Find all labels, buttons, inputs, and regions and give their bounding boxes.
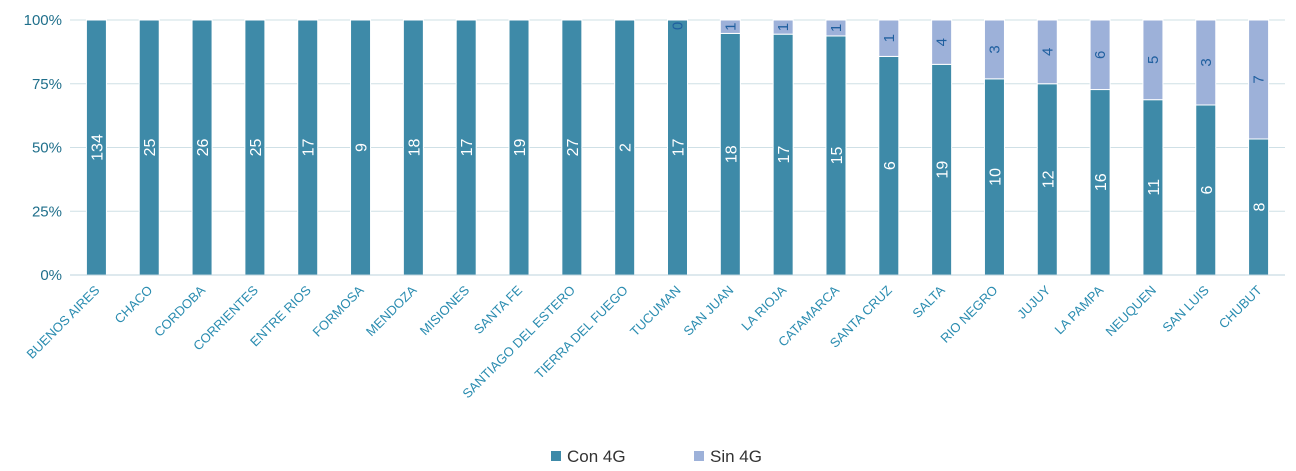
data-label-sin-4g: 4 [1039, 48, 1056, 56]
x-category-label: MENDOZA [363, 282, 420, 339]
data-label-con-4g: 26 [195, 139, 212, 157]
x-category-label: JUJUY [1014, 282, 1053, 321]
bar-sin-4g [931, 19, 953, 65]
data-label-con-4g: 19 [935, 161, 952, 179]
x-category-label: LA PAMPA [1052, 282, 1107, 337]
y-tick-label: 25% [32, 203, 62, 220]
x-category-label: TUCUMAN [627, 283, 684, 340]
data-label-sin-4g: 5 [1145, 56, 1162, 64]
bar-sin-4g [1036, 19, 1058, 85]
data-label-con-4g: 12 [1040, 170, 1057, 188]
x-category-label: FORMOSA [310, 282, 367, 339]
data-label-sin-4g: 1 [828, 24, 845, 32]
x-category-label: SANTA FE [471, 282, 526, 337]
data-label-con-4g: 8 [1252, 202, 1269, 211]
data-label-con-4g: 17 [776, 146, 793, 164]
data-label-con-4g: 17 [301, 139, 318, 157]
bar-sin-4g [1248, 19, 1270, 140]
x-category-label: CHUBUT [1216, 282, 1265, 331]
x-category-label: NEUQUEN [1102, 283, 1159, 340]
bar-sin-4g [719, 19, 741, 34]
x-category-label: SAN LUIS [1159, 282, 1212, 335]
data-label-sin-4g: 6 [1092, 51, 1109, 59]
data-label-sin-4g: 1 [722, 23, 739, 31]
x-category-label: BUENOS AIRES [23, 282, 102, 361]
data-label-con-4g: 11 [1146, 179, 1163, 196]
data-label-con-4g: 27 [565, 139, 582, 157]
data-label-con-4g: 6 [882, 161, 899, 170]
data-label-con-4g: 10 [987, 168, 1004, 186]
bar-sin-4g [825, 19, 847, 37]
data-label-con-4g: 18 [406, 139, 423, 157]
x-category-label: MISIONES [417, 282, 473, 338]
x-category-label: CHACO [112, 283, 156, 327]
data-label-sin-4g: 7 [1251, 75, 1268, 83]
data-label-con-4g: 134 [89, 134, 106, 161]
data-label-sin-4g: 1 [881, 34, 898, 42]
data-label-con-4g: 6 [1199, 185, 1216, 194]
bar-sin-4g [1089, 19, 1111, 91]
x-category-label: SALTA [909, 282, 948, 321]
x-category-label: CORDOBA [151, 282, 208, 339]
bar-sin-4g [772, 19, 794, 35]
data-label-sin-4g: 0 [670, 22, 687, 30]
y-tick-label: 75% [32, 76, 62, 93]
y-tick-label: 0% [40, 267, 62, 284]
legend-label-con-4g: Con 4G [567, 447, 626, 466]
data-label-con-4g: 25 [142, 139, 159, 157]
data-label-con-4g: 18 [723, 145, 740, 163]
data-label-sin-4g: 3 [1198, 58, 1215, 66]
legend-swatch-con-4g [551, 451, 561, 461]
x-category-label: SAN JUAN [680, 283, 736, 339]
legend-label-sin-4g: Sin 4G [710, 447, 762, 466]
data-label-con-4g: 16 [1093, 173, 1110, 191]
data-label-con-4g: 17 [459, 139, 476, 157]
data-label-con-4g: 15 [829, 146, 846, 164]
data-label-con-4g: 25 [248, 139, 265, 157]
data-label-con-4g: 2 [618, 143, 635, 152]
x-category-label: LA RIOJA [738, 282, 789, 333]
x-category-label: TIERRA DEL FUEGO [532, 283, 631, 382]
y-tick-label: 100% [24, 12, 62, 29]
bar-sin-4g [1195, 19, 1217, 106]
data-label-sin-4g: 1 [775, 23, 792, 31]
x-category-label: RIO NEGRO [937, 283, 1000, 346]
data-label-con-4g: 9 [354, 143, 371, 152]
y-tick-label: 50% [32, 140, 62, 157]
data-label-con-4g: 19 [512, 139, 529, 157]
data-label-con-4g: 17 [671, 139, 688, 157]
data-label-sin-4g: 3 [986, 45, 1003, 53]
bar-sin-4g [878, 19, 900, 57]
bar-sin-4g [1142, 19, 1164, 101]
legend-swatch-sin-4g [694, 451, 704, 461]
bar-sin-4g [983, 19, 1005, 80]
data-label-sin-4g: 4 [934, 38, 951, 46]
